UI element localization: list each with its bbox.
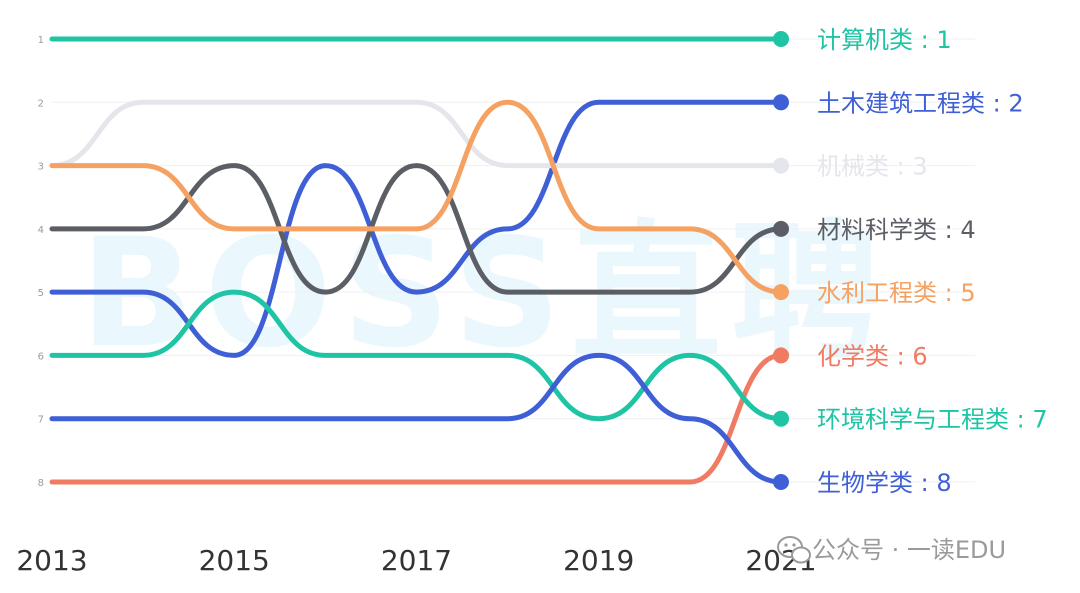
series-line-5 (49, 99, 784, 295)
series-end-label: 材料科学类 : 4 (817, 216, 976, 244)
series-end-point (773, 410, 789, 427)
series-end-point (773, 157, 789, 174)
y-tick-label: 4 (38, 225, 44, 236)
watermark: 公众号 · 一读EDU (777, 536, 1006, 564)
series-end-label: 土木建筑工程类 : 2 (817, 89, 1024, 117)
series-end-label: 计算机类 : 1 (817, 26, 952, 54)
y-tick-label: 7 (38, 415, 44, 426)
series-line-8 (49, 352, 784, 485)
series-end-point (773, 220, 789, 237)
y-tick-label: 1 (38, 35, 44, 46)
series-end-label: 水利工程类 : 5 (817, 279, 976, 307)
y-tick-label: 6 (38, 351, 44, 362)
x-tick-label: 2019 (563, 544, 634, 577)
series-end-point (773, 94, 789, 111)
series-end-point (773, 31, 789, 47)
y-tick-label: 5 (38, 288, 44, 299)
x-tick-label: 2015 (199, 544, 270, 577)
series-end-label: 化学类 : 6 (817, 342, 928, 370)
x-tick-label: 2017 (381, 544, 452, 577)
series-line-3 (49, 99, 784, 169)
end-labels: 计算机类 : 1 土木建筑工程类 : 2 机械类 : 3 材料科学类 : 4 水利工程类… (773, 26, 1048, 497)
y-tick-label: 8 (38, 478, 44, 489)
series-end-point (773, 284, 789, 301)
x-axis: 2013 2015 2017 2019 2021 (16, 544, 816, 577)
series-end-label: 生物学类 : 8 (817, 469, 952, 497)
y-tick-label: 3 (38, 162, 44, 173)
series-line-7 (49, 289, 784, 422)
x-tick-label: 2013 (16, 544, 87, 577)
watermark-text: 公众号 · 一读EDU (812, 536, 1006, 564)
series-end-label: 机械类 : 3 (817, 153, 928, 181)
y-tick-label: 2 (38, 98, 44, 109)
series-line-2 (49, 99, 784, 358)
series-end-label: 环境科学与工程类 : 7 (817, 406, 1048, 434)
wechat-icon (777, 536, 811, 564)
series-end-point (773, 474, 789, 490)
series-end-point (773, 347, 789, 364)
series-lines (49, 36, 784, 485)
series-line-6 (49, 352, 784, 485)
y-axis: 1 2 3 4 5 6 7 8 (38, 35, 44, 489)
